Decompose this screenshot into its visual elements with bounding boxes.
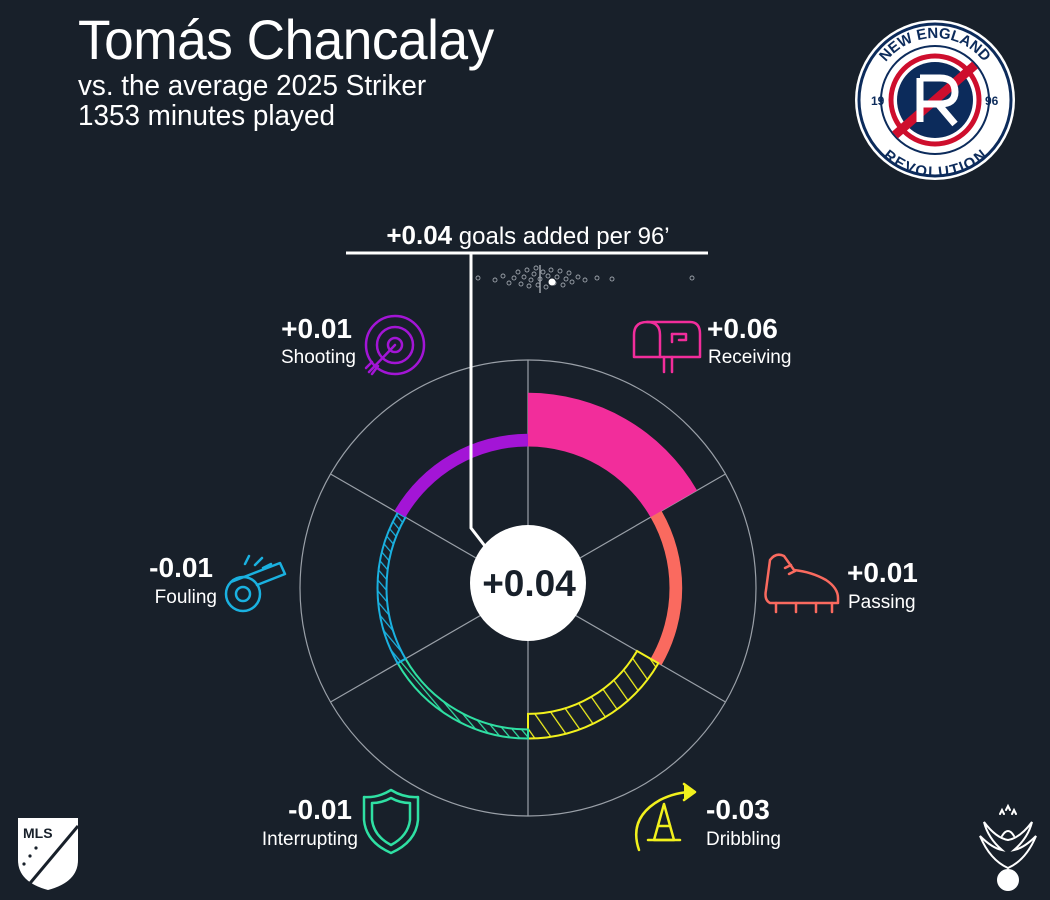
center-circle xyxy=(470,525,586,641)
center-total-value: +0.04 xyxy=(482,563,576,604)
shield-icon xyxy=(362,788,420,855)
cleat-icon xyxy=(764,553,840,614)
league-distribution-dots xyxy=(475,265,695,290)
interrupting-bar xyxy=(396,657,529,740)
fouling-value: -0.01 xyxy=(149,552,213,583)
interrupting-value: -0.01 xyxy=(288,794,352,825)
receiving-value: +0.06 xyxy=(707,313,778,344)
shooting-value: +0.01 xyxy=(281,313,352,344)
dribbling-label: Dribbling xyxy=(706,829,781,850)
category-bars xyxy=(376,392,698,740)
player-name: Tomás Chancalay xyxy=(78,8,494,71)
fouling-label: Fouling xyxy=(154,587,217,608)
shooting-bar xyxy=(394,433,528,518)
svg-text:MLS: MLS xyxy=(23,825,53,841)
target-icon xyxy=(364,314,426,376)
player-dot xyxy=(548,278,556,286)
team-logo-year-left: 19 xyxy=(871,94,885,108)
dribbling-bar xyxy=(527,649,660,740)
minutes-played: 1353 minutes played xyxy=(78,100,335,132)
mls-logo: MLS xyxy=(18,818,80,890)
passing-label: Passing xyxy=(848,592,916,613)
receiving-bar xyxy=(528,392,698,518)
passing-value: +0.01 xyxy=(847,557,918,588)
receiving-label: Receiving xyxy=(708,347,792,368)
headline-leader-line xyxy=(469,253,490,551)
interrupting-label: Interrupting xyxy=(261,829,358,850)
headline: +0.04 goals added per 96’ xyxy=(348,218,708,254)
cone-icon xyxy=(634,782,697,852)
dribbling-value: -0.03 xyxy=(706,794,770,825)
team-logo xyxy=(855,20,1015,180)
headline-value: +0.04 xyxy=(386,220,453,250)
eagle-logo xyxy=(979,803,1037,891)
headline-description: goals added per 96’ xyxy=(452,223,670,250)
mailbox-icon xyxy=(632,320,702,374)
team-logo-year-right: 96 xyxy=(985,94,999,108)
fouling-bar xyxy=(376,511,407,665)
comparison-subtitle: vs. the average 2025 Striker xyxy=(78,70,427,102)
shooting-label: Shooting xyxy=(280,347,356,368)
passing-bar xyxy=(650,510,683,666)
whistle-icon xyxy=(224,554,287,613)
